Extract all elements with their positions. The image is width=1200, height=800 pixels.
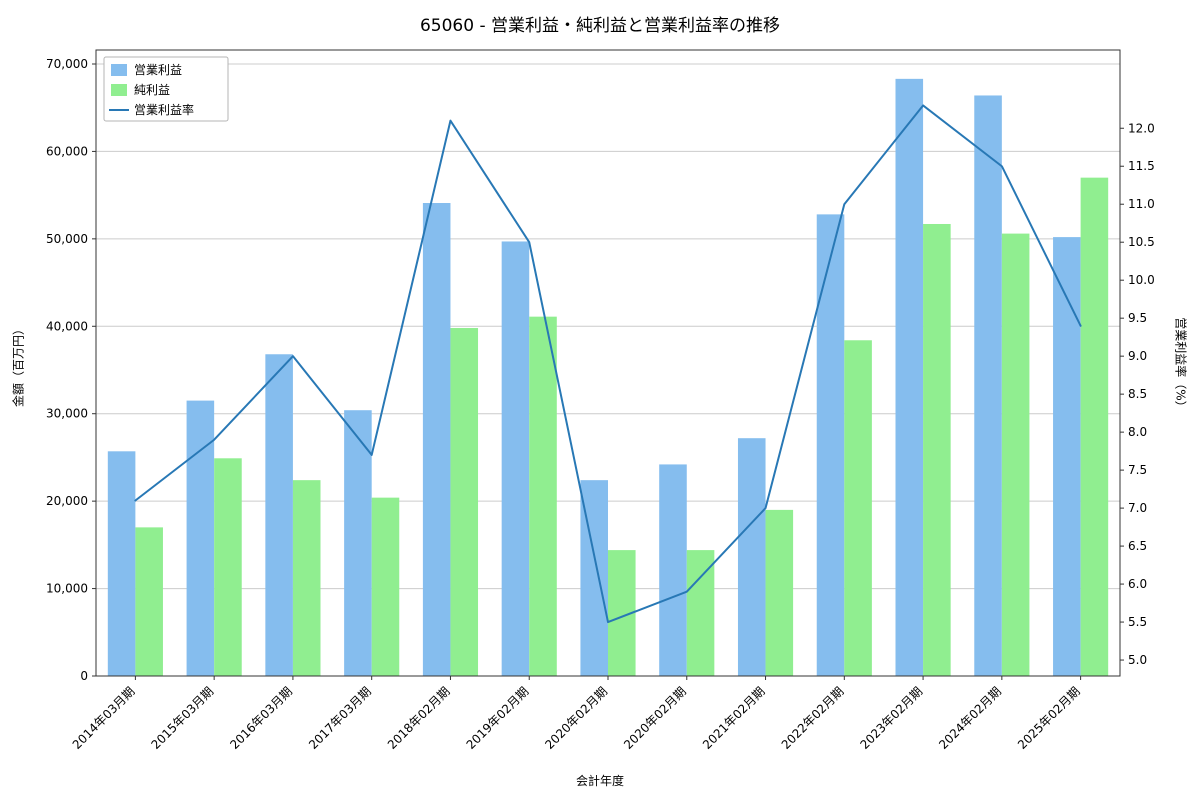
- bar-net-profit-5: [529, 316, 557, 676]
- x-tick-label: 2020年02月期: [621, 684, 689, 752]
- bar-net-profit-11: [1001, 233, 1030, 677]
- bar-net-profit-3: [371, 497, 400, 676]
- bar-operating-profit-3: [344, 410, 372, 676]
- x-tick-label: 2025年02月期: [1015, 684, 1083, 752]
- y-tick-label-right: 11.0: [1128, 197, 1155, 211]
- y-tick-label-right: 9.5: [1128, 311, 1147, 325]
- bar-operating-profit-8: [737, 438, 766, 676]
- bar-operating-profit-9: [816, 214, 845, 676]
- bar-net-profit-10: [923, 223, 951, 677]
- bar-operating-profit-12: [1053, 237, 1081, 676]
- x-tick-label: 2022年02月期: [779, 684, 847, 752]
- bar-net-profit-7: [686, 550, 715, 676]
- legend-swatch-0: [111, 64, 127, 76]
- legend-label-0: 営業利益: [134, 63, 182, 77]
- legend-label-2: 営業利益率: [134, 102, 194, 117]
- y-tick-label-right: 12.0: [1128, 121, 1155, 135]
- bar-net-profit-12: [1080, 177, 1109, 676]
- bar-net-profit-2: [292, 480, 321, 676]
- bar-operating-profit-5: [501, 241, 530, 677]
- x-tick-label: 2021年02月期: [700, 684, 768, 752]
- bar-operating-profit-11: [974, 95, 1002, 676]
- y-tick-label-right: 10.5: [1128, 235, 1155, 249]
- bar-net-profit-0: [135, 527, 163, 676]
- y-tick-label-right: 7.5: [1128, 463, 1147, 477]
- y-tick-label-left: 70,000: [46, 57, 88, 71]
- bar-operating-profit-7: [659, 464, 687, 676]
- y-tick-label-right: 8.0: [1128, 425, 1147, 439]
- y-tick-label-right: 11.5: [1128, 159, 1155, 173]
- bar-net-profit-1: [214, 458, 242, 676]
- chart-title: 65060 - 営業利益・純利益と営業利益率の推移: [419, 16, 781, 36]
- operating-margin-line: [134, 104, 1082, 624]
- x-tick-label: 2019年02月期: [464, 684, 532, 752]
- x-tick-label: 2014年03月期: [70, 684, 138, 752]
- bar-operating-profit-10: [895, 78, 924, 677]
- x-tick-label: 2018年02月期: [385, 684, 453, 752]
- x-axis-label: 会計年度: [575, 774, 624, 788]
- x-tick-label: 2015年03月期: [149, 684, 217, 752]
- y-tick-label-right: 6.5: [1128, 539, 1147, 553]
- x-tick-label: 2024年02月期: [936, 684, 1004, 752]
- legend-box: [103, 56, 229, 122]
- bar-net-profit-8: [765, 509, 794, 676]
- bar-operating-profit-1: [186, 400, 215, 676]
- y-tick-label-left: 50,000: [46, 232, 88, 246]
- y-tick-label-left: 0: [80, 669, 88, 683]
- bar-operating-profit-4: [422, 203, 451, 676]
- legend-label-1: 純利益: [134, 83, 170, 97]
- bar-net-profit-9: [844, 340, 872, 676]
- y-tick-label-left: 20,000: [46, 494, 88, 508]
- y-tick-label-right: 5.5: [1128, 615, 1147, 629]
- x-tick-label: 2020年02月期: [542, 684, 610, 752]
- y-tick-label-left: 30,000: [46, 407, 88, 421]
- y-tick-label-right: 10.0: [1128, 273, 1155, 287]
- y-tick-label-left: 60,000: [46, 144, 88, 158]
- y-tick-label-right: 6.0: [1128, 577, 1147, 591]
- bar-operating-profit-2: [265, 354, 293, 676]
- x-tick-label: 2016年03月期: [227, 684, 295, 752]
- bar-operating-profit-0: [107, 451, 136, 676]
- y-tick-label-left: 10,000: [46, 582, 88, 596]
- y-tick-label-right: 8.5: [1128, 387, 1147, 401]
- x-tick-label: 2017年03月期: [306, 684, 374, 752]
- y-tick-label-right: 9.0: [1128, 349, 1147, 363]
- x-tick-label: 2023年02月期: [857, 684, 925, 752]
- legend-swatch-1: [111, 84, 127, 96]
- bar-net-profit-4: [450, 328, 479, 676]
- y-tick-label-right: 7.0: [1128, 501, 1147, 515]
- y-tick-label-right: 5.0: [1128, 653, 1147, 667]
- y-tick-label-left: 40,000: [46, 319, 88, 333]
